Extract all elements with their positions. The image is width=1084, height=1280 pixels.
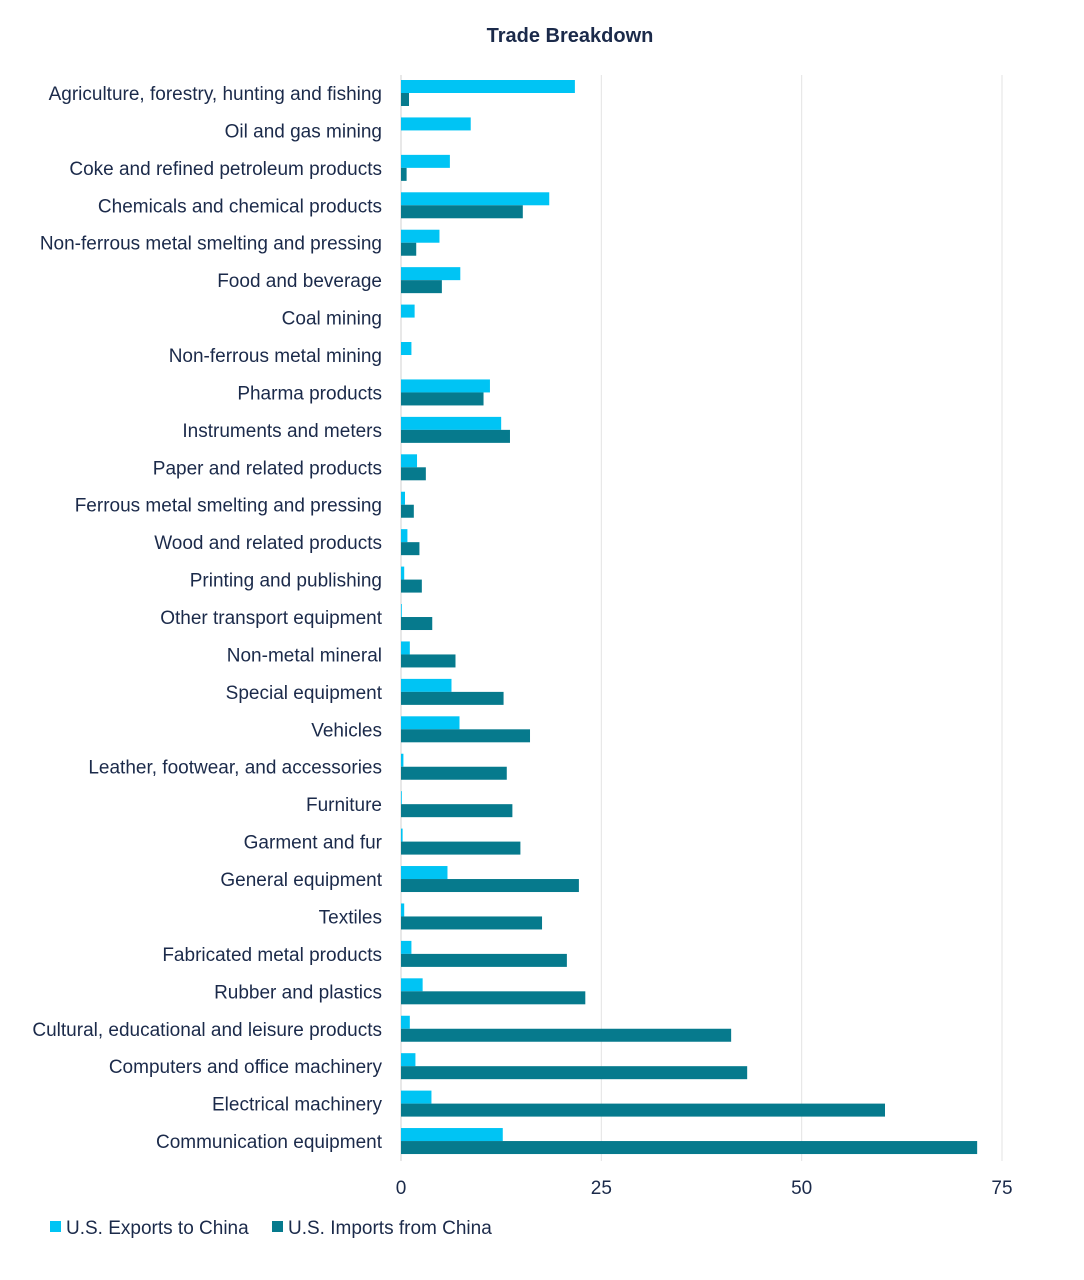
export-bar-3 xyxy=(401,192,550,206)
export-bar-15 xyxy=(401,641,410,655)
import-bar-23 xyxy=(401,953,567,967)
category-label: Pharma products xyxy=(237,383,382,404)
export-bar-6 xyxy=(401,304,415,318)
category-label: Communication equipment xyxy=(156,1132,383,1153)
x-tick-label: 25 xyxy=(591,1178,612,1199)
export-bar-18 xyxy=(401,753,404,767)
export-bar-16 xyxy=(401,678,452,692)
import-bar-13 xyxy=(401,579,422,593)
category-label: Other transport equipment xyxy=(160,608,383,629)
import-bar-11 xyxy=(401,504,414,518)
category-label: Leather, footwear, and accessories xyxy=(88,758,382,779)
category-label: Printing and publishing xyxy=(190,571,382,592)
import-bar-5 xyxy=(401,280,442,294)
category-label: Coke and refined petroleum products xyxy=(69,159,382,180)
category-label: Oil and gas mining xyxy=(225,121,382,142)
import-bar-17 xyxy=(401,729,531,743)
import-bar-28 xyxy=(401,1141,978,1155)
import-bar-12 xyxy=(401,542,420,556)
import-bar-3 xyxy=(401,205,523,219)
import-bar-15 xyxy=(401,654,456,668)
category-label: Chemicals and chemical products xyxy=(98,196,382,217)
import-bar-14 xyxy=(401,617,433,631)
import-bar-27 xyxy=(401,1103,886,1117)
category-label: Wood and related products xyxy=(154,533,382,554)
export-bar-28 xyxy=(401,1128,503,1142)
import-bar-10 xyxy=(401,467,426,481)
export-bar-19 xyxy=(401,791,402,805)
export-bar-4 xyxy=(401,229,440,243)
category-label: Non-ferrous metal mining xyxy=(169,346,382,367)
export-bar-7 xyxy=(401,342,412,356)
import-bar-20 xyxy=(401,841,521,855)
export-bar-8 xyxy=(401,379,490,393)
import-bar-19 xyxy=(401,804,513,818)
x-tick-label: 75 xyxy=(991,1178,1012,1199)
import-bar-16 xyxy=(401,691,504,705)
legend-label-exports: U.S. Exports to China xyxy=(66,1218,249,1239)
export-bar-24 xyxy=(401,978,423,992)
category-label: Cultural, educational and leisure produc… xyxy=(32,1020,382,1041)
chart-title: Trade Breakdown xyxy=(487,25,654,47)
export-bar-21 xyxy=(401,866,448,880)
category-label: Instruments and meters xyxy=(182,421,382,442)
category-label: Textiles xyxy=(319,907,382,928)
export-bar-25 xyxy=(401,1015,410,1029)
legend: U.S. Exports to China U.S. Imports from C… xyxy=(50,1218,492,1239)
bars xyxy=(401,80,978,1155)
import-bar-4 xyxy=(401,242,417,256)
import-bar-0 xyxy=(401,93,410,106)
category-label: Special equipment xyxy=(226,683,383,704)
export-bar-11 xyxy=(401,491,406,505)
export-bar-10 xyxy=(401,454,418,468)
export-bar-20 xyxy=(401,828,403,842)
export-bar-9 xyxy=(401,416,502,430)
category-label: Furniture xyxy=(306,795,382,816)
export-bar-23 xyxy=(401,940,412,954)
import-bar-18 xyxy=(401,766,507,780)
import-bar-21 xyxy=(401,879,579,893)
import-bar-22 xyxy=(401,916,543,930)
import-bar-9 xyxy=(401,429,510,443)
category-label: Agriculture, forestry, hunting and fishi… xyxy=(49,84,382,105)
import-bar-24 xyxy=(401,991,586,1005)
export-bar-2 xyxy=(401,154,450,168)
category-label: Non-ferrous metal smelting and pressing xyxy=(40,234,382,255)
import-bar-2 xyxy=(401,167,407,181)
export-bar-17 xyxy=(401,716,460,730)
export-bar-14 xyxy=(401,604,402,618)
export-bar-26 xyxy=(401,1053,416,1067)
import-bar-8 xyxy=(401,392,484,406)
category-label: Rubber and plastics xyxy=(214,982,382,1003)
legend-swatch-imports xyxy=(272,1221,283,1232)
export-bar-27 xyxy=(401,1090,432,1104)
export-bar-1 xyxy=(401,117,471,131)
category-label: Non-metal mineral xyxy=(227,645,382,666)
legend-label-imports: U.S. Imports from China xyxy=(288,1218,492,1239)
export-bar-22 xyxy=(401,903,405,917)
import-bar-25 xyxy=(401,1028,732,1042)
category-label: Ferrous metal smelting and pressing xyxy=(75,496,382,517)
category-label: Food and beverage xyxy=(217,271,382,292)
category-labels: Agriculture, forestry, hunting and fishi… xyxy=(32,84,382,1153)
x-tick-label: 50 xyxy=(791,1178,812,1199)
category-label: Electrical machinery xyxy=(212,1095,382,1116)
export-bar-12 xyxy=(401,529,408,543)
category-label: General equipment xyxy=(220,870,382,891)
x-axis-tick-labels: 0 25 50 75 xyxy=(396,1178,1013,1199)
export-bar-5 xyxy=(401,267,461,281)
export-bar-0 xyxy=(401,80,575,93)
category-label: Coal mining xyxy=(282,309,382,330)
category-label: Vehicles xyxy=(311,720,382,741)
category-label: Paper and related products xyxy=(153,458,382,479)
legend-swatch-exports xyxy=(50,1221,61,1232)
category-label: Computers and office machinery xyxy=(109,1057,383,1078)
import-bar-26 xyxy=(401,1066,748,1080)
x-tick-label: 0 xyxy=(396,1178,407,1199)
category-label: Garment and fur xyxy=(244,833,383,854)
export-bar-13 xyxy=(401,566,405,580)
category-label: Fabricated metal products xyxy=(162,945,382,966)
